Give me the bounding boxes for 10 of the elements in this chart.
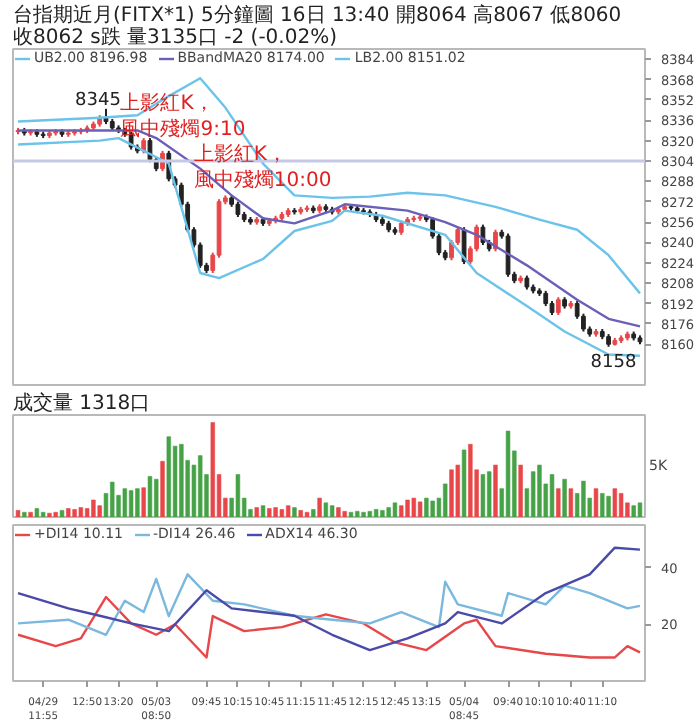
line-series bbox=[16, 595, 642, 659]
chart-title: 成交量 1318口 bbox=[13, 391, 151, 415]
line-series bbox=[16, 136, 642, 357]
candlestick bbox=[505, 232, 511, 278]
line-series bbox=[16, 546, 642, 652]
line-series bbox=[16, 573, 642, 636]
line-series bbox=[16, 77, 642, 295]
annotation: 8158 bbox=[590, 352, 637, 373]
chart-title: 台指期近月(FITX*1) 5分鐘圖 16日 13:40 開8064 高8067 低8060 收8062 s跌 量3135口 -2 (-0.02%) bbox=[13, 3, 622, 49]
annotation: 8345 bbox=[75, 90, 121, 111]
